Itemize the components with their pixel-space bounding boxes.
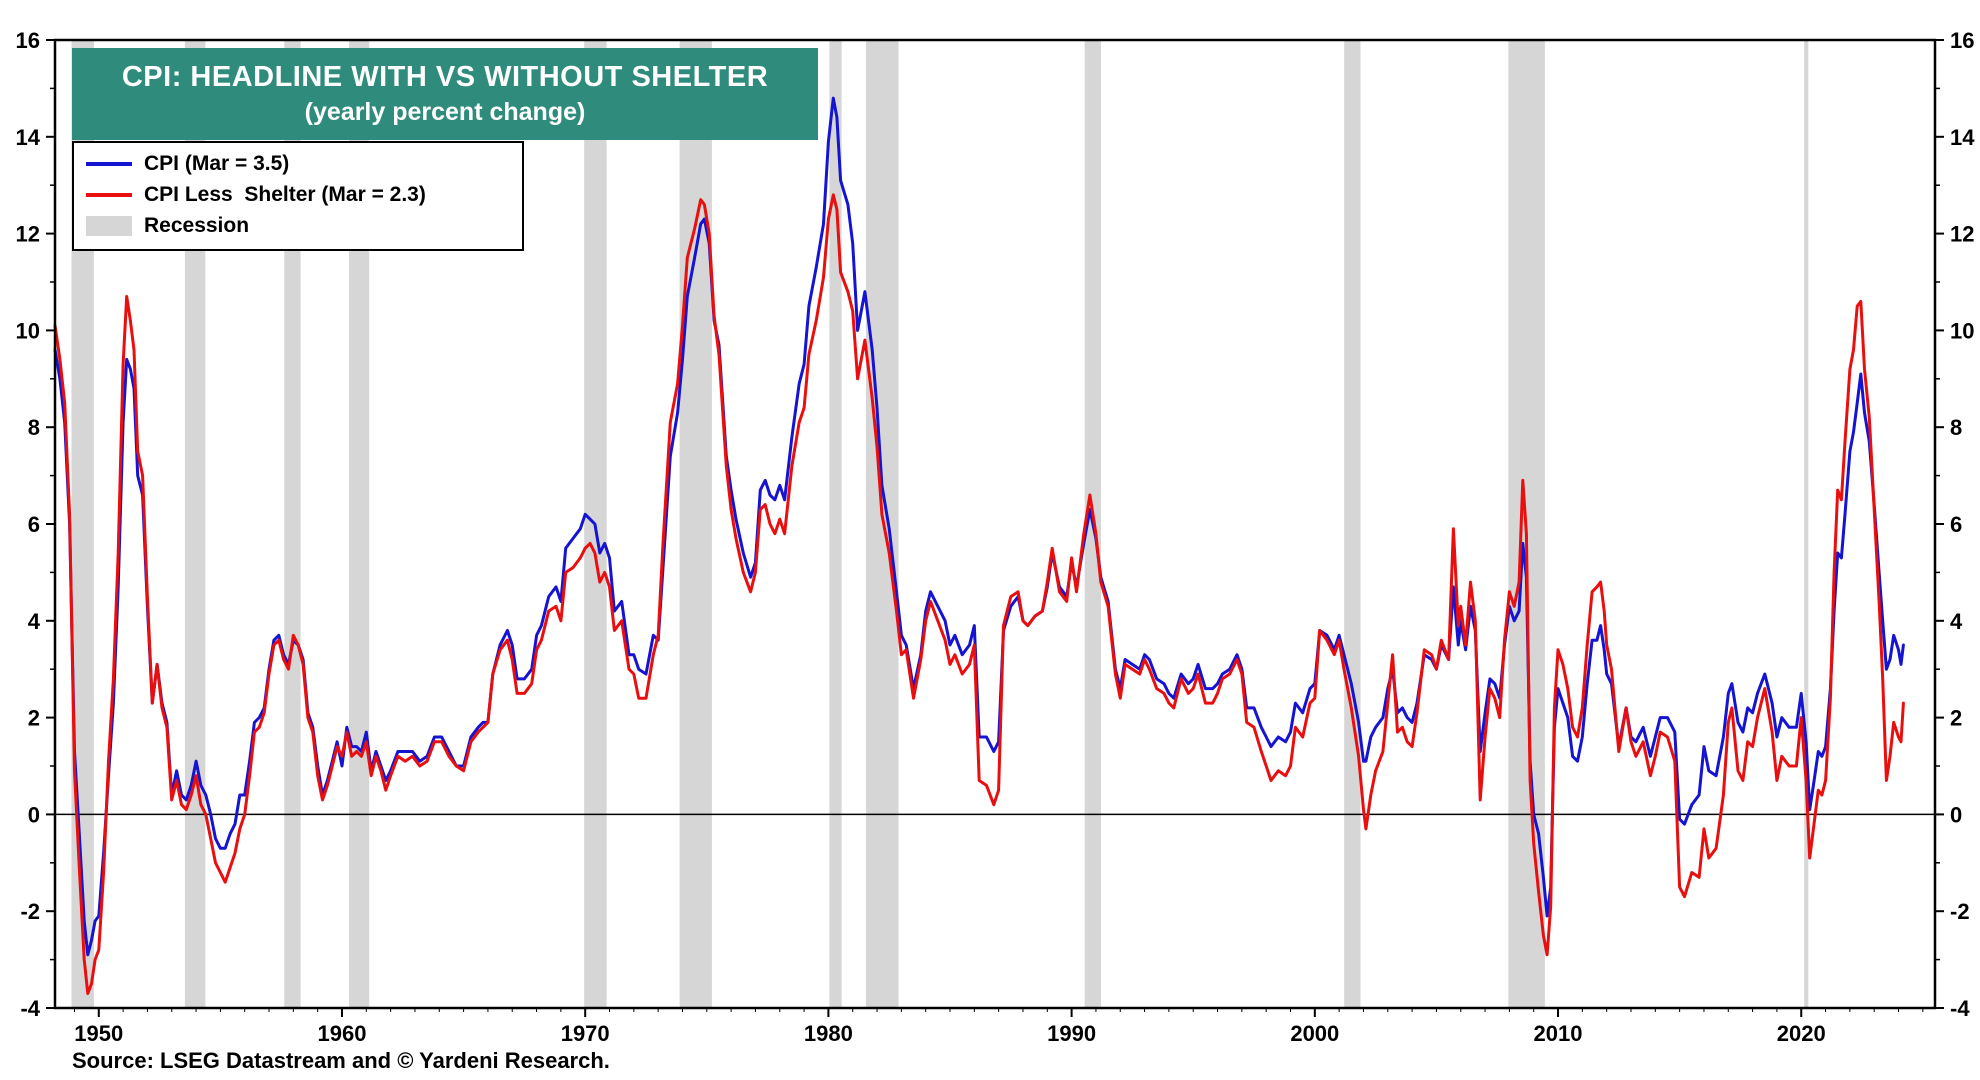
x-axis-label: 2000: [1290, 1021, 1339, 1046]
x-axis-label: 1980: [804, 1021, 853, 1046]
y-axis-label-right: 14: [1950, 125, 1975, 150]
recession-band-swatch: [86, 216, 132, 236]
recession-band: [1804, 40, 1809, 1008]
y-axis-label-left: 2: [28, 706, 40, 731]
recession-band: [284, 40, 301, 1008]
y-axis-label-right: 10: [1950, 318, 1974, 343]
cpi-less-shelter-line-swatch: [86, 193, 132, 197]
cpi-line-swatch: [86, 162, 132, 166]
y-axis-label-right: -4: [1950, 996, 1970, 1021]
y-axis-label-left: 16: [16, 28, 40, 53]
y-axis-label-right: 8: [1950, 415, 1962, 440]
x-axis-label: 1960: [318, 1021, 367, 1046]
y-axis-label-left: 14: [16, 125, 41, 150]
y-axis-label-right: 0: [1950, 802, 1962, 827]
recession-band: [865, 40, 899, 1008]
x-axis-label: 1970: [561, 1021, 610, 1046]
y-axis-label-left: 0: [28, 802, 40, 827]
legend-label-cpi-less-shelter: CPI Less Shelter (Mar = 2.3): [144, 183, 426, 206]
y-axis-label-right: 2: [1950, 706, 1962, 731]
recession-band: [184, 40, 206, 1008]
recession-band: [349, 40, 370, 1008]
x-axis-label: 2010: [1534, 1021, 1583, 1046]
x-axis-label: 1990: [1047, 1021, 1096, 1046]
y-axis-label-left: -2: [20, 899, 40, 924]
source-note: Source: LSEG Datastream and © Yardeni Re…: [72, 1048, 610, 1073]
legend: CPI (Mar = 3.5) CPI Less Shelter (Mar = …: [72, 141, 524, 251]
y-axis-label-left: 10: [16, 318, 40, 343]
legend-item-cpi: CPI (Mar = 3.5): [86, 151, 510, 177]
y-axis-label-left: -4: [20, 996, 40, 1021]
y-axis-label-right: 4: [1950, 609, 1963, 634]
y-axis-label-left: 4: [28, 609, 41, 634]
y-axis-label-left: 12: [16, 222, 40, 247]
cpi-less-shelter-line: [53, 193, 1905, 995]
chart-title: CPI: HEADLINE WITH VS WITHOUT SHELTER: [121, 61, 769, 93]
y-axis-label-right: 12: [1950, 222, 1974, 247]
recession-band: [1344, 40, 1361, 1008]
legend-label-cpi: CPI (Mar = 3.5): [144, 152, 290, 175]
legend-item-cpi-less-shelter: CPI Less Shelter (Mar = 2.3): [86, 182, 510, 208]
recession-band: [679, 40, 712, 1008]
chart-title-box: CPI: HEADLINE WITH VS WITHOUT SHELTER (y…: [72, 48, 818, 140]
y-axis-label-right: 6: [1950, 512, 1962, 537]
chart-subtitle: (yearly percent change): [304, 98, 586, 126]
legend-label-recession: Recession: [144, 214, 250, 237]
y-axis-label-right: -2: [1950, 899, 1970, 924]
recession-band: [829, 40, 842, 1008]
recession-band: [71, 40, 94, 1008]
x-axis-label: 2020: [1777, 1021, 1826, 1046]
x-axis-label: 1950: [74, 1021, 123, 1046]
legend-item-recession: Recession: [86, 213, 510, 239]
y-axis-label-left: 6: [28, 512, 40, 537]
y-axis-label-left: 8: [28, 415, 40, 440]
y-axis-label-right: 16: [1950, 28, 1974, 53]
